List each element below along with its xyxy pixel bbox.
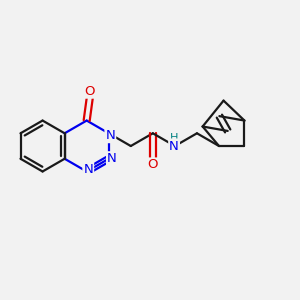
Text: O: O (148, 158, 158, 172)
Text: N: N (105, 129, 115, 142)
Text: N: N (83, 163, 93, 176)
Text: N: N (107, 152, 117, 165)
Text: O: O (85, 85, 95, 98)
Text: N: N (169, 140, 179, 152)
Text: H: H (170, 133, 178, 143)
